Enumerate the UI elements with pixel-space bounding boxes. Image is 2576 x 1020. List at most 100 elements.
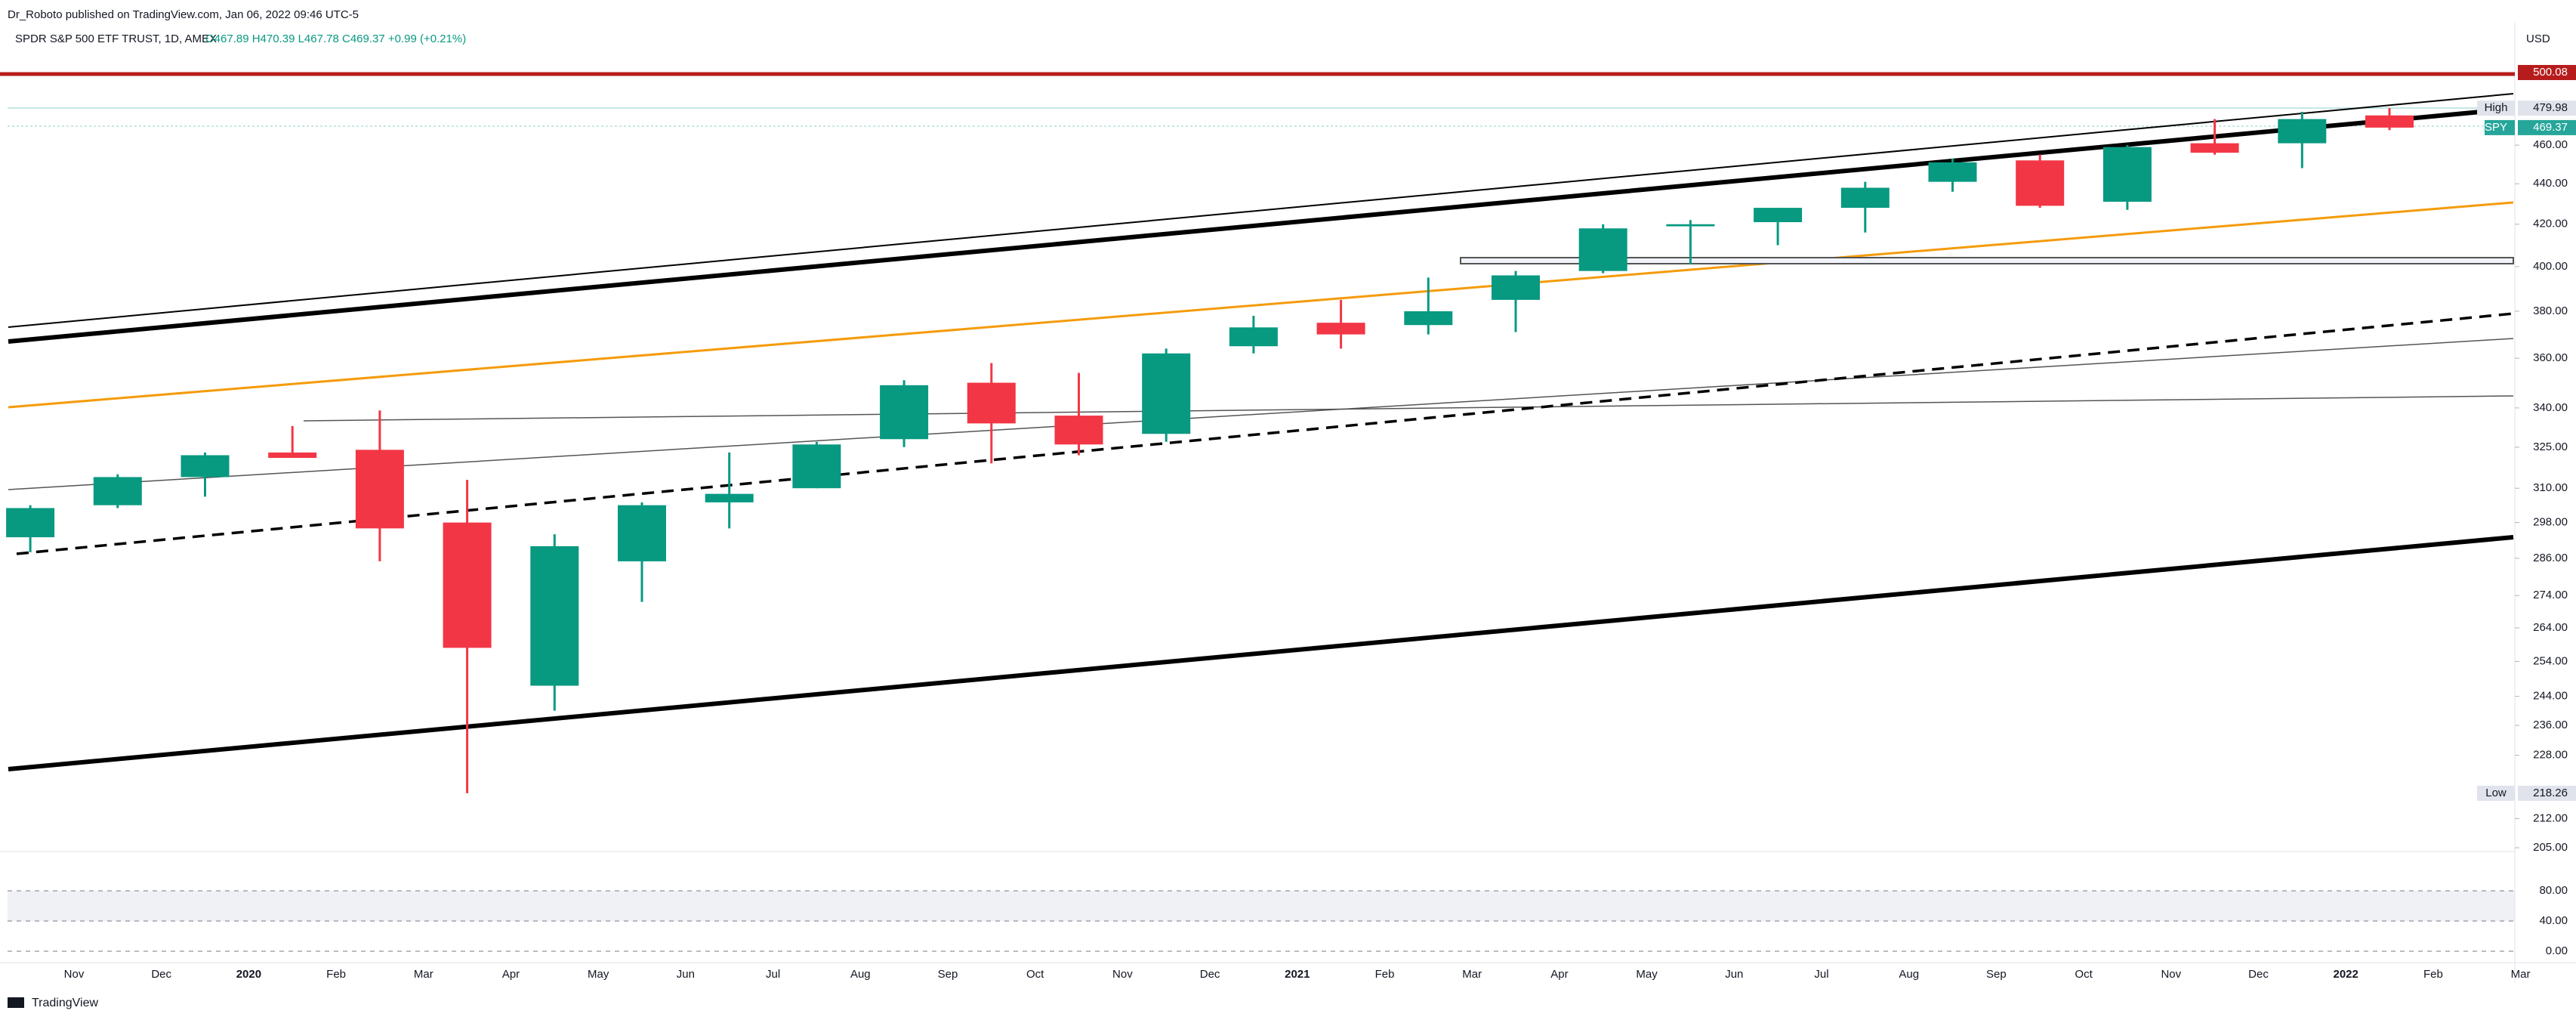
x-tick-label: Nov — [1112, 968, 1133, 981]
ohlc: O467.89 H470.39 L467.78 C469.37 +0.99 (+… — [205, 32, 466, 45]
candle-body — [2016, 160, 2065, 206]
candle-body — [530, 546, 579, 686]
oscillator-band — [8, 891, 2515, 921]
candle-body — [1840, 187, 1890, 209]
candle-body — [1316, 323, 1365, 335]
price-badge-label: 500.08 — [2533, 66, 2568, 79]
currency: USD — [2526, 32, 2550, 45]
candle-body — [268, 452, 317, 459]
price-badge-name: Low — [2485, 787, 2507, 799]
price-badge-name-bg — [2477, 100, 2515, 116]
y-tick-label: 244.00 — [2533, 690, 2568, 703]
x-tick-label: Nov — [64, 968, 85, 981]
candle-body — [1578, 228, 1627, 271]
y-tick-label: 0.00 — [2546, 944, 2568, 957]
price-badge — [2518, 785, 2576, 801]
drawings — [0, 72, 2515, 771]
x-tick-label: 2022 — [2334, 968, 2359, 981]
trendline — [8, 107, 2514, 344]
x-tick-label: Dec — [151, 968, 171, 981]
trendline — [8, 535, 2514, 771]
trendline — [303, 395, 2514, 422]
x-tick-label: Jun — [677, 968, 695, 981]
y-tick-label: 212.00 — [2533, 811, 2568, 824]
x-tick-label: Oct — [1026, 968, 1044, 981]
x-tick-label: Sep — [1986, 968, 2007, 981]
footer-brand: TradingView — [32, 997, 98, 1009]
y-tick-label: 360.00 — [2533, 351, 2568, 364]
candle-body — [2102, 147, 2152, 202]
y-tick-label: 286.00 — [2533, 552, 2568, 564]
candle-body — [1928, 162, 1977, 182]
x-tick-label: Aug — [1899, 968, 1919, 981]
zone — [1460, 257, 2514, 264]
x-tick-label: May — [1636, 968, 1658, 981]
candle-body — [6, 508, 55, 538]
candle-body — [705, 493, 754, 502]
x-tick-label: Dec — [2248, 968, 2269, 981]
x-tick-label: 2021 — [1285, 968, 1310, 981]
y-tick-label: 400.00 — [2533, 260, 2568, 273]
trendline — [16, 312, 2514, 555]
price-badge-name-bg — [2477, 785, 2515, 801]
x-tick-label: Mar — [2511, 968, 2531, 981]
x-tick-label: Jul — [1814, 968, 1828, 981]
x-tick-label: Nov — [2161, 968, 2181, 981]
candle-body — [2278, 119, 2327, 144]
x-tick-label: Feb — [326, 968, 346, 981]
x-tick-label: Sep — [938, 968, 958, 981]
y-tick-label: 40.00 — [2539, 914, 2568, 927]
y-tick-label: 236.00 — [2533, 719, 2568, 731]
candle-body — [2190, 143, 2239, 153]
x-tick-label: Apr — [502, 968, 520, 981]
candle-body — [443, 522, 492, 648]
y-tick-label: 80.00 — [2539, 884, 2568, 897]
y-tick-label: 298.00 — [2533, 516, 2568, 529]
price-badge — [2518, 100, 2576, 116]
price-badge — [2518, 64, 2576, 80]
x-tick-label: Feb — [2423, 968, 2443, 981]
price-badge-name: High — [2485, 101, 2508, 114]
x-tick-label: Jun — [1725, 968, 1743, 981]
y-tick-label: 205.00 — [2533, 841, 2568, 854]
y-tick-label: 340.00 — [2533, 401, 2568, 414]
candle-body — [1666, 224, 1715, 227]
x-tick-label: Apr — [1550, 968, 1568, 981]
price-badge — [2518, 119, 2576, 135]
candle-body — [618, 505, 666, 561]
y-tick-label: 380.00 — [2533, 304, 2568, 317]
trendline — [8, 93, 2514, 328]
trendline — [8, 201, 2514, 409]
x-tick-label: Feb — [1375, 968, 1395, 981]
y-tick-label: 254.00 — [2533, 654, 2568, 667]
candle-body — [1492, 275, 1540, 300]
candle-body — [180, 455, 230, 478]
published-line: Dr_Roboto published on TradingView.com, … — [8, 8, 359, 21]
y-tick-label: 274.00 — [2533, 589, 2568, 601]
x-tick-label: Oct — [2075, 968, 2093, 981]
price-badge-label: 218.26 — [2533, 787, 2568, 799]
candle-body — [880, 385, 929, 440]
logo — [8, 997, 24, 1008]
x-tick-label: Mar — [1462, 968, 1482, 981]
price-badge-label: 479.98 — [2533, 101, 2568, 114]
y-tick-label: 420.00 — [2533, 218, 2568, 230]
candle-body — [1404, 311, 1453, 326]
x-tick-label: Jul — [766, 968, 780, 981]
candle-body — [967, 382, 1016, 424]
x-tick-label: Dec — [1200, 968, 1220, 981]
y-tick-label: 228.00 — [2533, 749, 2568, 762]
candle-body — [1229, 327, 1278, 347]
candle-body — [93, 477, 142, 505]
x-tick-label: Mar — [414, 968, 433, 981]
candle-body — [792, 444, 841, 489]
candle-body — [2365, 115, 2414, 128]
y-tick-label: 440.00 — [2533, 177, 2568, 190]
y-tick-label: 325.00 — [2533, 440, 2568, 453]
y-tick-label: 264.00 — [2533, 621, 2568, 634]
symbol-name: SPDR S&P 500 ETF TRUST, 1D, AMEX — [15, 32, 217, 45]
x-tick-label: May — [588, 968, 609, 981]
candle-body — [1142, 353, 1191, 434]
candle-body — [1754, 208, 1803, 223]
